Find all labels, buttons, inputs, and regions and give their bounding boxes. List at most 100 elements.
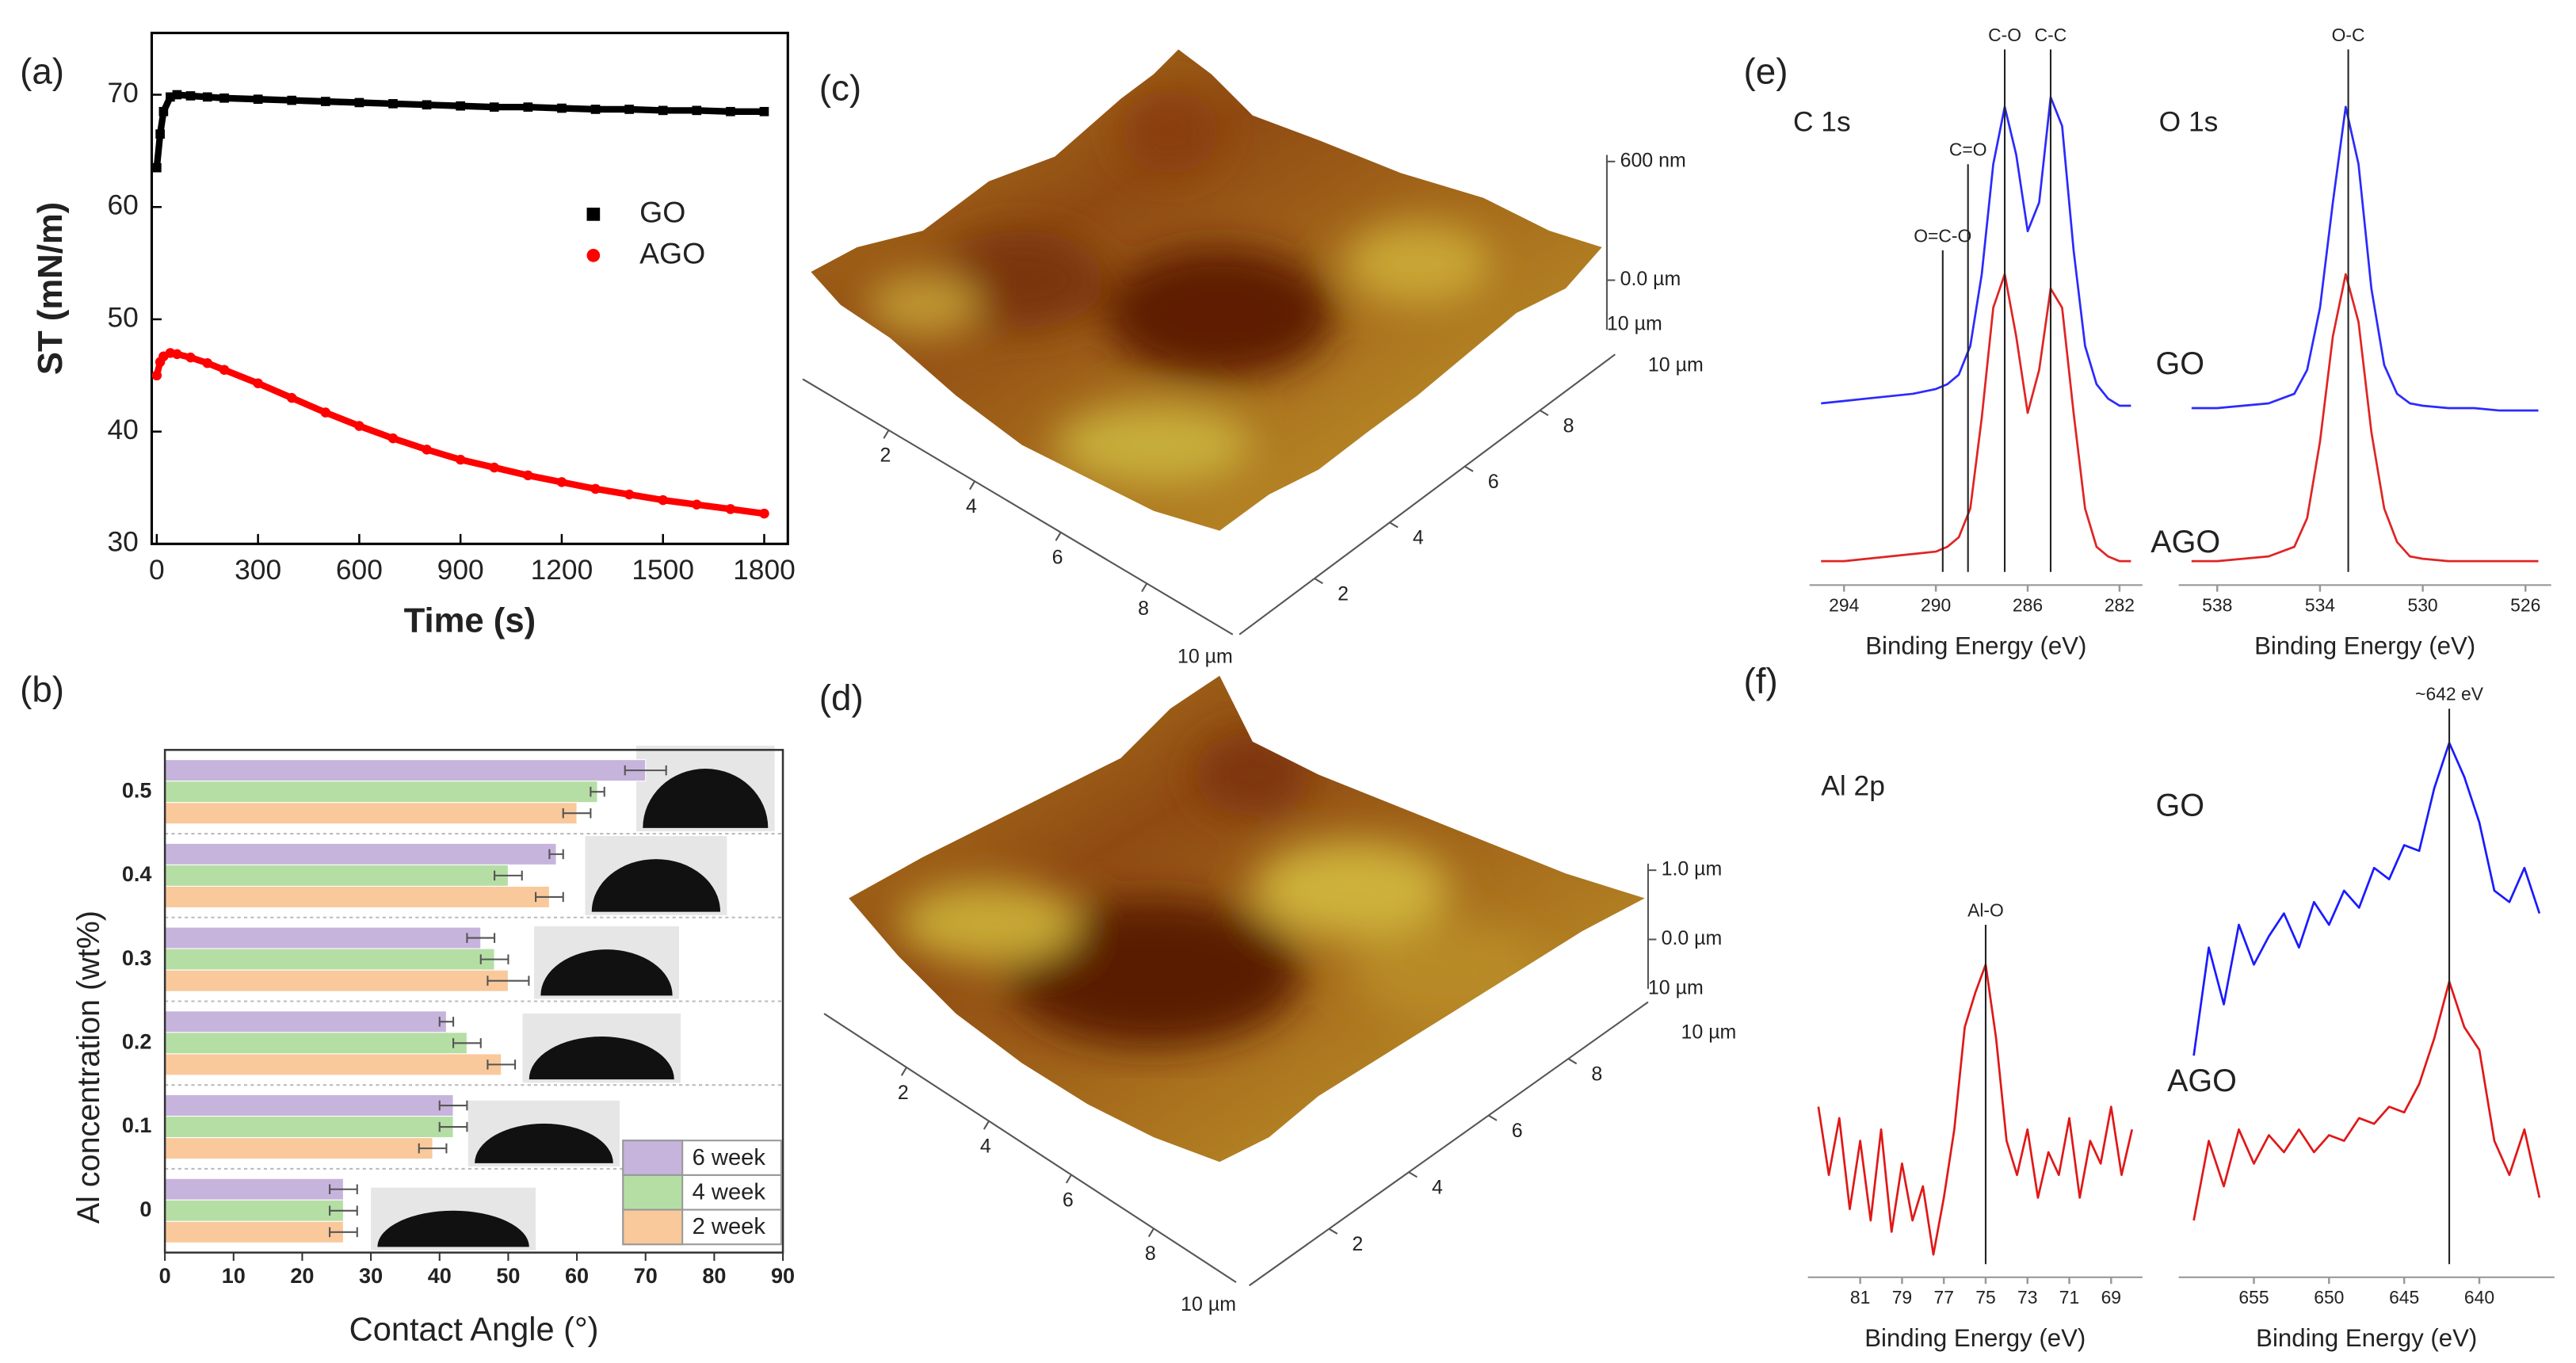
z-tick-label: 600 nm xyxy=(1620,149,1686,171)
annotation-label: C-C xyxy=(2035,25,2067,45)
marker xyxy=(456,101,465,111)
series-label: GO xyxy=(2156,788,2204,823)
x-tick-label: 8 xyxy=(1145,1243,1156,1265)
bar xyxy=(164,802,578,825)
y-tick-label: 0.3 xyxy=(122,946,152,970)
y-tick xyxy=(1539,409,1549,417)
y-tick xyxy=(1464,465,1474,472)
panel-label: (b) xyxy=(20,670,64,710)
bar xyxy=(164,1010,447,1033)
series-label: GO xyxy=(2156,346,2204,381)
error-bar xyxy=(466,933,496,943)
x-tick-label: 538 xyxy=(2202,594,2232,615)
bar xyxy=(164,1220,344,1243)
spectrum-label: Al 2p xyxy=(1821,770,1885,801)
y-tick-label: 0.2 xyxy=(122,1029,152,1053)
error-bar xyxy=(548,849,564,860)
marker xyxy=(287,95,297,105)
error-bar xyxy=(418,1143,448,1154)
y-tick-label: 0.5 xyxy=(122,778,152,802)
marker xyxy=(219,365,230,375)
x-tick-label: 286 xyxy=(2013,594,2043,615)
y-tick-label: 50 xyxy=(108,302,139,333)
droplet xyxy=(377,1210,529,1247)
y-tick-label: 70 xyxy=(108,78,139,109)
marker xyxy=(658,105,668,116)
x-tick-label: 20 xyxy=(290,1264,314,1288)
marker xyxy=(286,392,297,403)
x-tick xyxy=(1141,582,1148,593)
x-axis-label: 10 µm xyxy=(1177,645,1233,667)
marker xyxy=(166,92,175,102)
bar xyxy=(164,1053,502,1076)
error-bar xyxy=(452,1038,482,1048)
marker xyxy=(422,445,432,455)
corner-label: 10 µm xyxy=(1648,976,1704,998)
legend-marker xyxy=(586,249,601,262)
bar xyxy=(164,864,509,887)
x-tick xyxy=(983,1121,990,1130)
x-tick-label: 282 xyxy=(2105,594,2135,615)
plot-frame xyxy=(163,749,784,1254)
y-axis xyxy=(1238,353,1616,636)
x-tick xyxy=(968,480,976,491)
x-tick-label: 40 xyxy=(428,1264,452,1288)
y-tick-label: 6 xyxy=(1512,1120,1523,1142)
legend-swatch xyxy=(622,1140,684,1176)
marker xyxy=(726,106,735,116)
z-tick-label: 1.0 µm xyxy=(1662,858,1723,880)
annotation-label: O=C-O xyxy=(1914,225,1971,246)
x-axis-label: Binding Energy (eV) xyxy=(1865,632,2086,660)
marker xyxy=(624,105,634,114)
legend-swatch xyxy=(622,1174,684,1211)
error-bar xyxy=(438,1121,468,1132)
series-line xyxy=(153,349,765,517)
annotation-label: Al-O xyxy=(1967,899,2004,920)
marker xyxy=(253,94,263,105)
marker xyxy=(624,489,635,500)
marker xyxy=(185,91,196,101)
marker xyxy=(388,99,398,109)
series-line xyxy=(2192,742,2541,1056)
bar xyxy=(164,1178,344,1201)
legend-label: GO xyxy=(639,195,685,228)
y-tick-label: 2 xyxy=(1352,1233,1363,1255)
x-tick-label: 2 xyxy=(898,1082,909,1104)
x-tick xyxy=(883,430,890,439)
marker xyxy=(219,93,229,103)
x-tick-label: 6 xyxy=(1063,1189,1074,1211)
marker xyxy=(185,352,196,363)
marker xyxy=(158,106,169,116)
x-tick-label: 600 xyxy=(336,555,383,586)
legend-label: 6 week xyxy=(693,1145,766,1170)
panel-label: (d) xyxy=(819,678,864,718)
x-tick-label: 1800 xyxy=(733,555,796,586)
series-line xyxy=(1821,273,2131,563)
series-line xyxy=(2191,105,2539,412)
bar xyxy=(164,969,509,992)
x-axis-label: Binding Energy (eV) xyxy=(2256,1324,2477,1352)
x-tick-label: 80 xyxy=(702,1264,726,1288)
marker xyxy=(692,499,702,510)
bar xyxy=(164,1137,433,1160)
marker xyxy=(320,407,331,418)
marker xyxy=(489,102,499,112)
marker xyxy=(202,357,212,368)
marker xyxy=(658,494,668,506)
droplet xyxy=(529,1037,674,1080)
bar xyxy=(164,1199,344,1222)
marker xyxy=(725,504,736,514)
x-tick-label: 6 xyxy=(1052,547,1063,569)
x-tick xyxy=(900,1067,907,1076)
error-bar xyxy=(590,786,605,797)
error-bar xyxy=(487,1059,517,1070)
error-bar xyxy=(329,1227,358,1238)
x-tick xyxy=(1065,1174,1072,1184)
series-line xyxy=(1817,963,2134,1256)
marker xyxy=(354,97,364,108)
marker xyxy=(172,90,182,100)
marker xyxy=(759,508,769,519)
